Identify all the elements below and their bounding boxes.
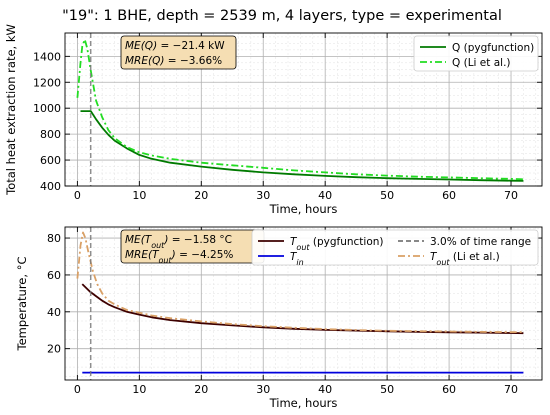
x-tick-label: 70 (504, 383, 518, 396)
legend-label: Q (pygfunction) (452, 42, 534, 54)
annotation-mean-relative-error: MRE(Q) = −3.66% (125, 55, 222, 67)
annotation-mean-error: ME(Tout) = −1.58 °C (125, 234, 232, 250)
x-axis-label: Time, hours (269, 202, 338, 216)
y-axis-label: Temperature, °C (15, 257, 29, 352)
x-tick-label: 10 (132, 189, 146, 202)
y-tick-label: 40 (47, 306, 61, 319)
plot-frame (64, 32, 543, 187)
series-line-0-1 (76, 38, 524, 181)
temperature-chart: 0 10 20 30 40 50 60 70 20 40 60 80 Time, hours Temper… (15, 226, 543, 410)
y-tick-label: 1000 (33, 102, 61, 115)
annotation-mean-relative-error: MRE(Tout) = −4.25% (125, 249, 233, 265)
x-tick-label: 10 (132, 383, 146, 396)
y-tick-label: 80 (47, 232, 61, 245)
y-tick-label: 1200 (33, 76, 61, 89)
legend-label: Tin (290, 251, 304, 267)
x-tick-label: 0 (74, 189, 81, 202)
annotation-box (120, 35, 237, 70)
figure-title: "19": 1 BHE, depth = 2539 m, 4 layers, t… (62, 8, 502, 24)
legend: Tout (pygfunction)Tin 3.0% of time range T… (251, 229, 539, 267)
x-tick-label: 50 (380, 383, 394, 396)
x-tick-label: 40 (318, 189, 332, 202)
legend-label: Q (Li et al.) (452, 57, 511, 69)
annotation-mean-error: ME(Q) = −21.4 kW (125, 40, 225, 52)
x-tick-label: 70 (504, 189, 518, 202)
x-tick-label: 20 (194, 383, 208, 396)
x-tick-label: 40 (318, 383, 332, 396)
y-tick-label: 400 (40, 180, 61, 193)
series-line-1-0 (81, 283, 524, 335)
y-tick-label: 1400 (33, 50, 61, 63)
x-tick-label: 30 (256, 383, 270, 396)
x-tick-label: 50 (380, 189, 394, 202)
heat-extraction-chart: 0 10 20 30 40 50 60 70 400 600 800 1000 1200 1400 Time… (4, 24, 543, 216)
legend-box (251, 229, 539, 266)
y-tick-label: 60 (47, 269, 61, 282)
x-tick-label: 60 (442, 189, 456, 202)
x-tick-label: 0 (74, 383, 81, 396)
x-tick-label: 30 (256, 189, 270, 202)
x-axis-label: Time, hours (269, 396, 338, 410)
series-line-0-0 (80, 110, 524, 182)
y-tick-label: 20 (47, 343, 61, 356)
x-tick-label: 20 (194, 189, 208, 202)
metrics-annotation: ME(Q) = −21.4 kW MRE(Q) = −3.66% (120, 35, 237, 70)
legend-label: Tout (Li et al.) (430, 251, 500, 267)
y-tick-label: 600 (40, 154, 61, 167)
legend-label: Tout (pygfunction) (290, 236, 384, 252)
legend: Q (pygfunction) Q (Li et al.) (413, 35, 539, 72)
series-line-1-3 (76, 231, 524, 334)
legend-label: 3.0% of time range (430, 236, 531, 248)
plot-frame (64, 226, 543, 381)
y-axis-label: Total heat extraction rate, kW (4, 24, 18, 196)
y-tick-label: 800 (40, 128, 61, 141)
x-tick-label: 60 (442, 383, 456, 396)
